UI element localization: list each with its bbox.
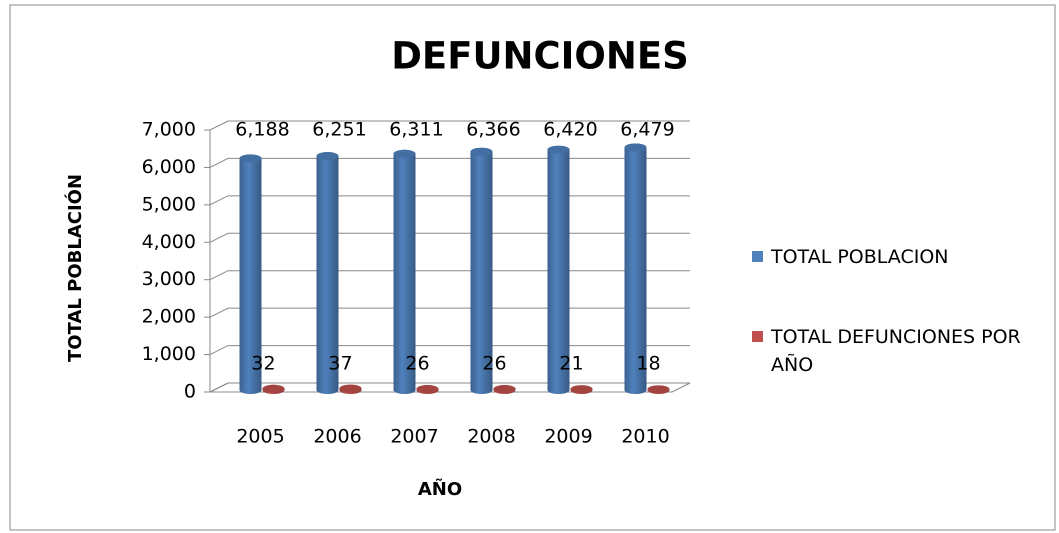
data-label: 6,188 — [235, 119, 289, 141]
legend-swatch — [752, 331, 763, 342]
legend-label: TOTAL POBLACION — [771, 246, 949, 268]
bar-cap — [239, 154, 262, 163]
legend-item: TOTAL POBLACION — [752, 243, 1042, 271]
chart-frame — [9, 4, 1056, 531]
chart-title: DEFUNCIONES — [391, 35, 689, 78]
data-label: 6,479 — [620, 119, 674, 141]
grid-line — [209, 157, 690, 168]
bar — [470, 147, 493, 394]
y-tick-label: 5,000 — [142, 193, 196, 215]
y-tick-label: 4,000 — [142, 231, 196, 253]
data-label: 6,420 — [543, 119, 597, 141]
y-tick-label: 6,000 — [142, 156, 196, 178]
y-tick-label: 2,000 — [142, 306, 196, 328]
bar — [624, 143, 647, 394]
bar-cap — [547, 145, 570, 154]
x-tick-label: 2010 — [621, 426, 669, 448]
data-label: 6,366 — [466, 119, 520, 141]
grid-line — [209, 345, 690, 356]
y-tick-label: 7,000 — [142, 119, 196, 141]
bar-cap — [393, 149, 416, 158]
legend-swatch — [752, 251, 763, 262]
x-tick-label: 2007 — [390, 426, 438, 448]
bar-cap — [262, 384, 285, 393]
bar — [316, 152, 339, 394]
grid-line — [209, 270, 690, 281]
bar-cap — [647, 385, 670, 394]
data-label: 6,311 — [389, 119, 443, 141]
bar-cap — [339, 384, 362, 393]
legend-item: TOTAL DEFUNCIONES POR AÑO — [752, 323, 1042, 379]
bar-cap — [624, 143, 647, 152]
bar-cap — [416, 385, 439, 394]
grid-line — [209, 382, 690, 393]
legend-label: TOTAL DEFUNCIONES POR AÑO — [771, 326, 1021, 376]
x-tick-label: 2009 — [544, 426, 592, 448]
bar — [547, 145, 570, 394]
data-label: 6,251 — [312, 119, 366, 141]
bar-cap — [493, 385, 516, 394]
x-tick-label: 2005 — [236, 426, 284, 448]
data-label: 26 — [482, 353, 506, 375]
y-axis-title: TOTAL POBLACIÓN — [64, 174, 86, 362]
grid-line — [209, 195, 690, 206]
grid-line — [209, 120, 690, 131]
y-tick-label: 3,000 — [142, 268, 196, 290]
x-tick-label: 2006 — [313, 426, 361, 448]
bar-cap — [570, 385, 593, 394]
bar — [239, 154, 262, 394]
bar — [393, 149, 416, 394]
data-label: 18 — [636, 353, 660, 375]
bar-cap — [316, 152, 339, 161]
grid-line — [209, 232, 690, 243]
y-tick-label: 0 — [184, 381, 196, 403]
data-label: 26 — [405, 353, 429, 375]
y-tick-label: 1,000 — [142, 343, 196, 365]
data-label: 32 — [251, 353, 275, 375]
bar-cap — [470, 147, 493, 156]
x-tick-label: 2008 — [467, 426, 515, 448]
data-label: 21 — [559, 353, 583, 375]
x-axis-title: AÑO — [418, 477, 462, 500]
grid-line — [209, 307, 690, 318]
data-label: 37 — [328, 353, 352, 375]
